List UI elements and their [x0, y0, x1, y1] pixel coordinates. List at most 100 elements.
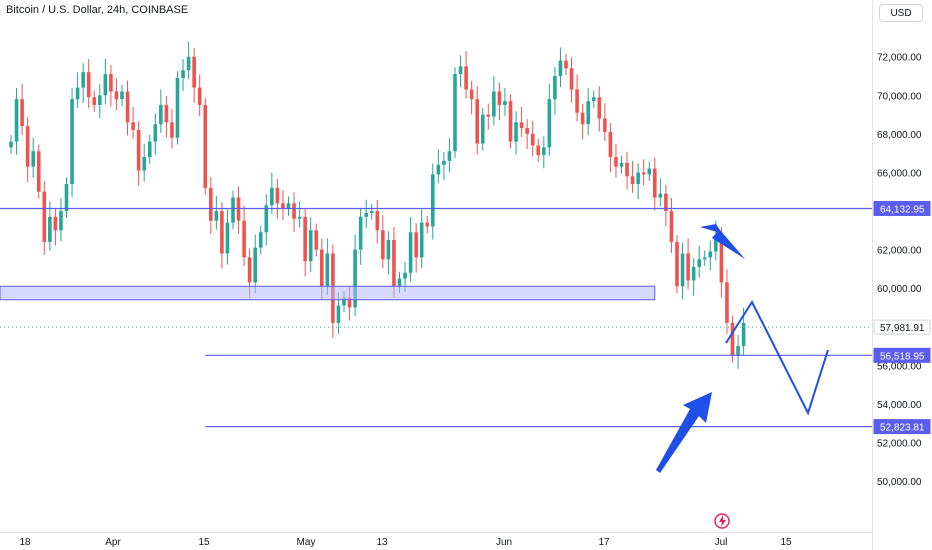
candle-body — [247, 257, 252, 283]
candle-body — [197, 87, 202, 105]
candle-body — [547, 99, 552, 148]
candle-body — [369, 211, 374, 213]
candle-body — [364, 212, 368, 217]
candle-body — [225, 222, 230, 254]
candle-body — [314, 230, 319, 250]
candle-body — [75, 87, 80, 100]
candle-body — [292, 203, 296, 219]
candle-body — [475, 99, 479, 144]
currency-button[interactable]: USD — [879, 4, 923, 22]
candle-body — [125, 91, 130, 123]
candle-body — [86, 72, 91, 98]
candle-body — [303, 216, 307, 262]
candle-body — [519, 122, 524, 129]
candle-body — [741, 322, 746, 347]
time-tick-label: Apr — [105, 537, 121, 548]
candle-body — [159, 104, 163, 125]
candle-body — [36, 151, 41, 192]
time-tick-label: 13 — [376, 537, 388, 548]
symbol-title[interactable]: Bitcoin / U.S. Dollar, 24h, COINBASE — [6, 4, 189, 16]
candle-body — [431, 174, 435, 227]
candle-body — [508, 101, 513, 142]
candle-body — [70, 99, 74, 185]
candles-layer — [9, 41, 746, 369]
candle-body — [308, 230, 313, 262]
time-axis[interactable]: 18 Apr 15 May 13 Jun 17 Jul 15 — [19, 537, 792, 548]
candle-body — [497, 91, 502, 105]
candle-body — [103, 74, 108, 96]
candle-body — [653, 168, 657, 198]
candle-body — [586, 101, 590, 125]
candle-body — [591, 97, 596, 102]
candle-body — [697, 259, 701, 267]
candle-body — [281, 203, 285, 210]
candle-body — [358, 216, 363, 250]
candle-body — [425, 222, 430, 227]
price-tick-label: 52,000.00 — [877, 438, 922, 449]
price-label-box — [873, 419, 931, 435]
candle-body — [175, 77, 180, 138]
candle-body — [264, 205, 269, 233]
price-axis[interactable]: 72,000.0070,000.0068,000.0066,000.0064,0… — [873, 53, 931, 488]
candle-body — [64, 184, 69, 212]
candle-body — [614, 157, 618, 167]
candle-body — [603, 118, 607, 132]
price-label-box — [873, 347, 931, 363]
candle-body — [453, 74, 457, 152]
price-label-box — [873, 200, 931, 216]
candle-body — [575, 89, 579, 113]
candle-body — [275, 187, 280, 204]
candle-body — [486, 114, 491, 117]
candle-body — [131, 122, 135, 131]
candle-body — [320, 249, 324, 287]
price-tick-label: 50,000.00 — [877, 477, 922, 488]
candle-body — [336, 305, 341, 323]
candle-body — [641, 172, 646, 175]
time-tick-label: 18 — [19, 537, 31, 548]
price-tick-label: 60,000.00 — [877, 284, 922, 295]
candle-body — [20, 99, 24, 127]
candle-body — [458, 66, 463, 75]
candle-body — [203, 104, 208, 188]
candle-body — [630, 176, 635, 185]
candle-body — [270, 187, 274, 206]
price-tick-label: 62,000.00 — [877, 246, 922, 257]
candle-body — [403, 272, 407, 279]
candle-body — [347, 297, 352, 308]
candle-body — [691, 266, 696, 281]
candle-body — [214, 211, 219, 221]
candle-body — [242, 220, 246, 258]
candle-body — [186, 56, 191, 71]
arrow-to-wick-icon — [656, 392, 712, 473]
price-axis-separator — [872, 0, 873, 550]
candle-body — [525, 128, 529, 134]
candle-body — [408, 232, 413, 273]
candle-body — [192, 56, 196, 88]
time-tick-label: Jul — [715, 537, 728, 548]
candle-body — [220, 211, 224, 254]
price-label: 52,823.81 — [880, 423, 925, 434]
candle-body — [636, 172, 640, 185]
candle-body — [14, 99, 19, 142]
candle-body — [353, 249, 357, 308]
candle-body — [164, 104, 169, 123]
candle-body — [181, 70, 185, 78]
candle-body — [736, 346, 740, 356]
candle-body — [42, 191, 47, 242]
candle-body — [647, 168, 652, 175]
lightning-bolt-icon — [719, 515, 726, 527]
candle-body — [98, 95, 102, 105]
candle-body — [442, 160, 446, 165]
price-tick-label: 72,000.00 — [877, 53, 922, 64]
candle-body — [142, 157, 146, 171]
candle-body — [25, 126, 30, 167]
time-tick-label: May — [297, 537, 316, 548]
candle-body — [714, 236, 718, 252]
candle-body — [147, 141, 152, 158]
candle-body — [553, 76, 557, 100]
candle-body — [536, 145, 541, 156]
candle-body — [120, 91, 124, 100]
candle-body — [480, 114, 485, 144]
candle-body — [608, 131, 613, 158]
